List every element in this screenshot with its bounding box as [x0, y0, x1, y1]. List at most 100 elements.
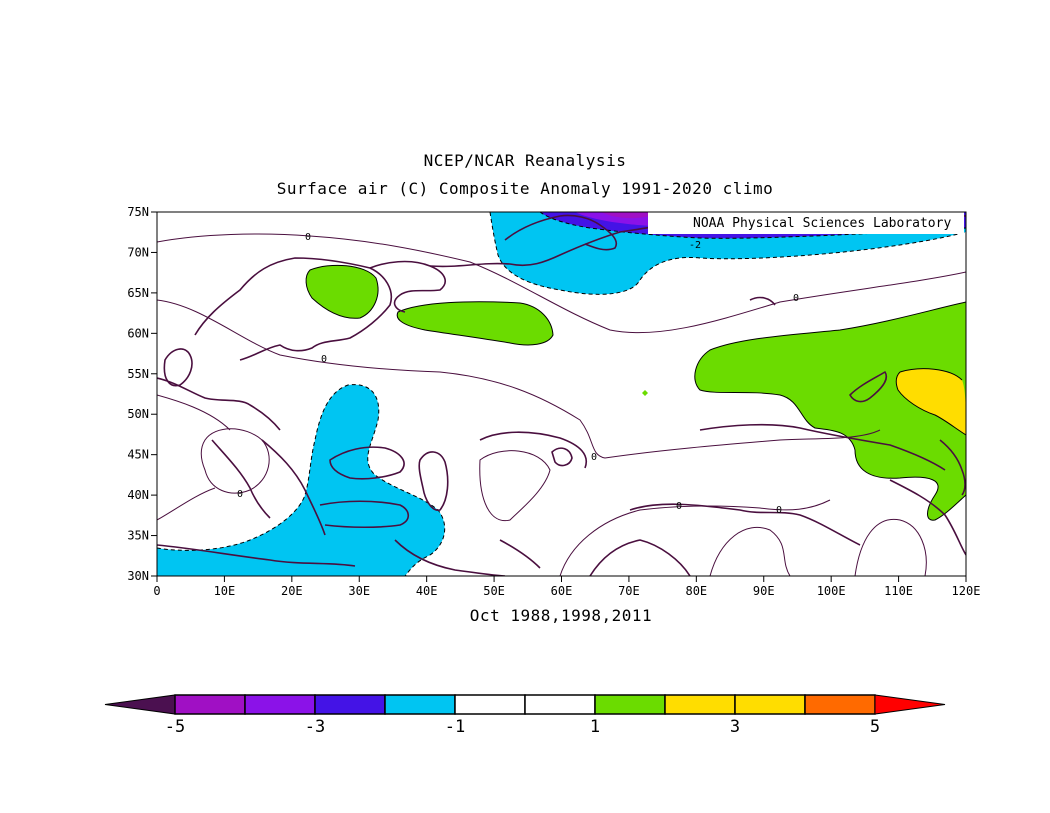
lat-axis: 30N 35N 40N 45N 50N 55N 60N 65N 70N 75N — [127, 205, 157, 583]
zero-contour-west — [157, 394, 231, 521]
colorbar-bin — [804, 694, 876, 715]
colorbar-arrow-low — [104, 694, 176, 715]
contour-label: 0 — [321, 354, 327, 365]
colorbar-tick-label: -3 — [305, 717, 325, 737]
zero-contour-loop-med — [200, 428, 270, 494]
coast-balkans — [261, 439, 326, 536]
contour-label: 0 — [776, 505, 782, 516]
contour-label: 0 — [305, 232, 311, 243]
lon-tick-label: 50E — [483, 584, 505, 598]
lat-tick-label: 50N — [127, 407, 149, 421]
coast-central-asia — [479, 431, 587, 469]
chart-title: NCEP/NCAR Reanalysis — [423, 151, 627, 170]
coast-med-south — [157, 544, 356, 567]
time-period: Oct 1988,1998,2011 — [469, 606, 653, 625]
coldest-anomaly-arctic — [600, 212, 660, 219]
colorbar-bin — [174, 694, 246, 715]
colorbar-tick-label: -1 — [445, 717, 465, 737]
lat-tick-label: 75N — [127, 205, 149, 219]
colorbar-bin — [664, 694, 736, 715]
lon-tick-label: 110E — [884, 584, 913, 598]
coast-taimyr — [749, 296, 776, 306]
coast-arabia — [394, 539, 506, 576]
zero-contour-north — [157, 233, 966, 334]
lat-tick-label: 60N — [127, 326, 149, 340]
coast-black-sea — [329, 446, 405, 480]
colorbar-bin — [314, 694, 386, 715]
lon-tick-label: 0 — [153, 584, 160, 598]
lat-tick-label: 40N — [127, 488, 149, 502]
zero-contour-india — [709, 526, 791, 576]
coast-caspian — [418, 451, 449, 511]
colorbar-bin — [384, 694, 456, 715]
coast-baikal — [849, 371, 888, 403]
neg-contour-arctic — [489, 212, 966, 295]
coast-persian-gulf — [499, 539, 541, 569]
contour-label: 0 — [793, 293, 799, 304]
warmer-anomaly-east-asia — [896, 368, 966, 435]
colorbar-bin — [594, 694, 666, 715]
colorbar-bin — [524, 694, 596, 715]
lon-tick-label: 90E — [753, 584, 775, 598]
warm-anomaly-dot — [642, 390, 648, 396]
pos-contour-east-asia — [694, 301, 966, 521]
pos-contour-scandinavia — [305, 264, 379, 319]
warmer-anomaly-edge — [945, 402, 966, 432]
coast-italy — [211, 439, 271, 519]
coast-aral — [551, 447, 573, 467]
coast-mongolia — [699, 423, 946, 471]
anomaly-fills — [157, 212, 966, 576]
chart-subtitle: Surface air (C) Composite Anomaly 1991-2… — [276, 179, 774, 198]
colorbar-tick-label: 1 — [590, 717, 600, 737]
lon-tick-label: 120E — [952, 584, 981, 598]
colorbar: -5 -3 -1 1 3 5 — [104, 694, 946, 737]
coast-kola-white-sea — [369, 260, 446, 313]
warm-anomaly-scandinavia — [306, 265, 379, 319]
cool-anomaly-europe — [157, 384, 445, 576]
zero-contour-south-asia — [559, 499, 831, 576]
warm-anomaly-west-siberia — [397, 301, 553, 345]
contour-label: 0 — [676, 501, 682, 512]
zero-contour-china — [854, 518, 927, 576]
lon-tick-label: 60E — [551, 584, 573, 598]
coast-korea-japan — [939, 439, 966, 496]
colorbar-tick-label: 3 — [730, 717, 740, 737]
lon-tick-label: 70E — [618, 584, 640, 598]
zero-contour-mid — [157, 299, 881, 459]
lat-tick-label: 65N — [127, 286, 149, 300]
pos-contour-west-siberia — [396, 301, 554, 346]
colorbar-arrow-high — [874, 694, 946, 715]
lat-tick-label: 30N — [127, 569, 149, 583]
coast-novaya-zemlya — [504, 214, 618, 251]
coast-china-east — [889, 479, 966, 556]
lon-tick-label: 80E — [685, 584, 707, 598]
coast-himalaya — [629, 503, 861, 546]
lat-tick-label: 55N — [127, 367, 149, 381]
coast-europe-west — [157, 377, 281, 431]
colorbar-tick-label: 5 — [870, 717, 880, 737]
coast-india — [589, 539, 691, 576]
credit-text: NOAA Physical Sciences Laboratory — [693, 216, 951, 231]
colorbar-bin — [244, 694, 316, 715]
colorbar-tick-label: -5 — [165, 717, 185, 737]
contour-labels: 0 0 0 0 0 0 0 -2 — [237, 232, 799, 516]
lon-tick-label: 30E — [348, 584, 370, 598]
warm-anomaly-east-asia — [694, 302, 966, 521]
colorbar-bin — [734, 694, 806, 715]
colorbar-bin — [454, 694, 526, 715]
contour-label: 0 — [237, 489, 243, 500]
positive-contours — [305, 264, 966, 521]
lon-tick-label: 10E — [214, 584, 236, 598]
lon-tick-label: 20E — [281, 584, 303, 598]
lat-tick-label: 35N — [127, 529, 149, 543]
lat-tick-label: 45N — [127, 448, 149, 462]
lat-tick-label: 70N — [127, 245, 149, 259]
zero-contours — [157, 233, 966, 576]
coast-uk — [163, 348, 193, 387]
credit-box — [648, 212, 964, 234]
lon-axis: 0 10E 20E 30E 40E 50E 60E 70E 80E 90E 100E 110E 120E — [153, 576, 980, 598]
contour-label: -2 — [689, 240, 701, 251]
zero-contour-central-asia — [479, 450, 551, 522]
coast-turkey — [319, 500, 410, 529]
